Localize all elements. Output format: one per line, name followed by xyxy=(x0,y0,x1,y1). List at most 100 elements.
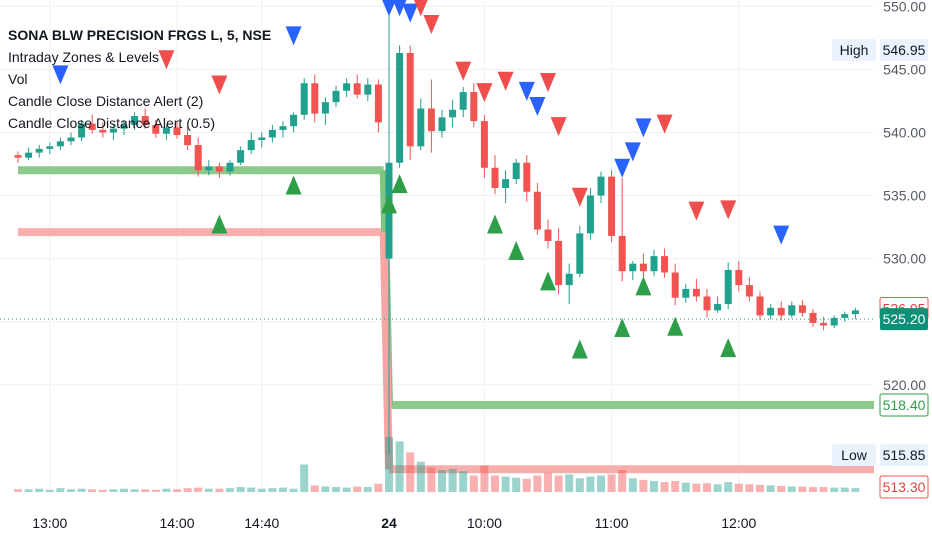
volume-bar xyxy=(109,489,118,492)
time-tick-label: 14:40 xyxy=(244,515,279,531)
volume-bar xyxy=(289,488,298,492)
blue-down-arrow-marker xyxy=(624,142,641,162)
candle-down xyxy=(141,116,149,125)
candle-up xyxy=(78,123,86,138)
volume-bar xyxy=(745,484,754,492)
candle-up xyxy=(459,92,467,110)
price-tick-label: 530.00 xyxy=(883,251,926,267)
price-tick-label: 540.00 xyxy=(883,124,926,140)
price-axis[interactable]: 550.00545.00540.00535.00530.00525.00520.… xyxy=(832,0,932,505)
volume-bar xyxy=(522,478,531,492)
volume-bar xyxy=(713,484,722,492)
candle-down xyxy=(820,322,828,326)
volume-bar xyxy=(724,482,733,492)
volume-bar xyxy=(639,479,648,492)
price-tick-label: 550.00 xyxy=(883,0,926,14)
volume-bar xyxy=(98,489,107,492)
volume-bar xyxy=(120,488,128,492)
volume-bar xyxy=(756,484,764,492)
candle-down xyxy=(608,176,616,236)
candle-up xyxy=(247,140,255,151)
volume-bar xyxy=(395,441,404,492)
volume-bar xyxy=(162,488,171,492)
volume-bar xyxy=(247,487,256,492)
red-down-arrow-marker xyxy=(158,50,175,70)
low-badge xyxy=(880,444,928,466)
volume-bar xyxy=(777,485,786,492)
candle-down xyxy=(671,272,679,298)
symbol-title[interactable]: SONA BLW PRECISION FRGS L, 5, NSE xyxy=(8,27,272,43)
candle-down xyxy=(152,124,160,134)
volume-bar xyxy=(56,488,65,492)
last-price-badge xyxy=(880,308,928,331)
candle-up xyxy=(332,90,340,103)
candle-down xyxy=(14,155,22,158)
candle-up xyxy=(597,176,605,196)
volume-bar xyxy=(459,471,468,492)
candle-up xyxy=(131,116,139,125)
candle-up xyxy=(788,305,796,316)
volume-bar xyxy=(14,489,22,492)
candle-up xyxy=(226,162,234,172)
candle-down xyxy=(173,127,181,135)
up-arrow-marker xyxy=(391,174,408,194)
volume-bar xyxy=(650,481,658,492)
candle-up xyxy=(120,124,128,129)
red-down-arrow-marker xyxy=(540,73,556,92)
candle-up xyxy=(343,83,351,91)
time-tick-label: 14:00 xyxy=(159,515,194,531)
up-arrow-marker xyxy=(381,194,397,214)
volume-bar xyxy=(406,452,415,492)
red-down-arrow-marker xyxy=(423,14,440,34)
volume-level-value: 513.30 xyxy=(883,479,926,495)
candle-down xyxy=(618,235,626,272)
up-arrow-marker xyxy=(614,318,631,337)
red-down-arrow-marker xyxy=(413,0,428,17)
volume-bar xyxy=(332,487,340,492)
up-arrow-marker xyxy=(635,276,652,296)
candle-up xyxy=(162,127,170,134)
up-arrow-marker xyxy=(487,214,503,234)
candle-up xyxy=(300,83,308,115)
volume-bar xyxy=(544,472,552,492)
time-axis-background xyxy=(0,505,932,550)
volume-bar xyxy=(45,489,54,492)
candle-up xyxy=(629,263,637,272)
candle-up xyxy=(396,52,404,163)
candle-up xyxy=(449,109,457,118)
candle-down xyxy=(470,92,478,122)
volume-bar xyxy=(427,467,436,492)
volume-bar xyxy=(88,489,97,492)
candle-up xyxy=(67,137,75,142)
blue-down-arrow-marker xyxy=(402,3,419,23)
candle-down xyxy=(756,296,764,316)
legend-item-alert-2[interactable]: Candle Close Distance Alert (2) xyxy=(8,93,204,109)
up-arrow-marker xyxy=(540,271,556,291)
high-label: High xyxy=(840,42,869,58)
up-arrow-marker xyxy=(720,338,737,358)
red-down-arrow-marker xyxy=(455,61,472,81)
candle-up xyxy=(25,152,33,158)
time-axis[interactable]: 13:00 14:00 14:40 24 10:00 11:00 12:00 xyxy=(0,505,932,550)
candle-down xyxy=(194,145,202,171)
legend-item-alert-05[interactable]: Candle Close Distance Alert (0.5) xyxy=(8,115,215,131)
candle-down xyxy=(661,256,669,273)
volume-bar xyxy=(533,475,542,492)
candle-up xyxy=(576,233,584,274)
candle-down xyxy=(692,288,700,297)
volume-level-badge xyxy=(879,475,929,499)
candle-down xyxy=(406,52,414,147)
candle-down xyxy=(99,129,107,133)
volume-bar xyxy=(681,482,690,492)
legend-item-vol[interactable]: Vol xyxy=(8,71,28,87)
candle-down xyxy=(491,167,499,188)
candle-up xyxy=(279,126,287,130)
legend-item-zones[interactable]: Intraday Zones & Levels xyxy=(8,49,159,65)
volume-bar xyxy=(597,475,605,492)
candle-up xyxy=(565,273,573,286)
volume-bar xyxy=(660,482,669,492)
lower-level-badge xyxy=(879,393,929,417)
volume-bar xyxy=(787,486,796,492)
volume-bar xyxy=(819,487,828,492)
